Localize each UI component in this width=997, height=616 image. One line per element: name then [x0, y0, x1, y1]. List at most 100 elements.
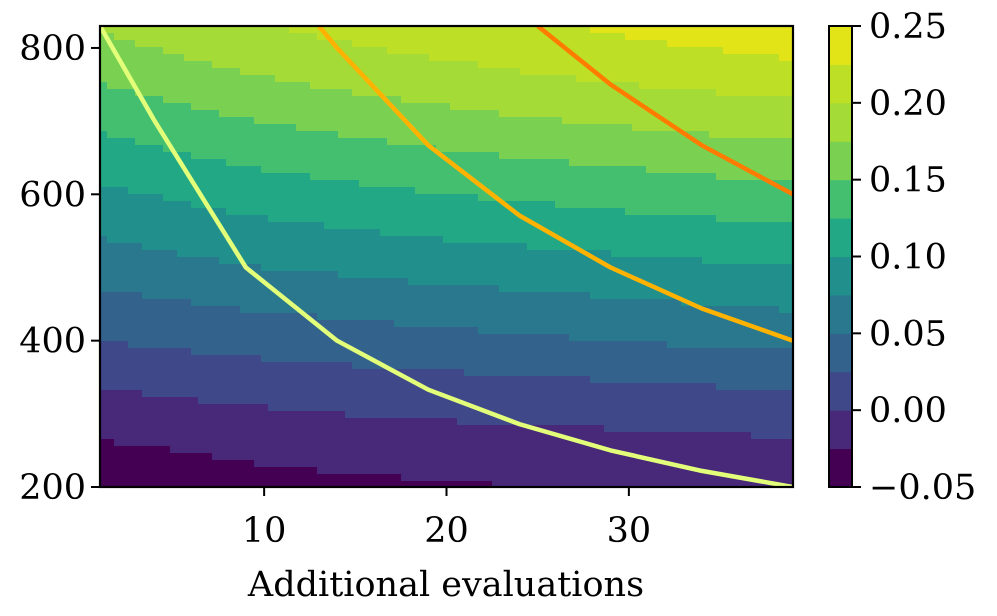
- contour-cell: [723, 33, 731, 41]
- contour-cell: [331, 299, 339, 307]
- contour-cell: [597, 250, 605, 258]
- contour-cell: [555, 313, 563, 321]
- contour-cell: [429, 194, 437, 202]
- contour-cell: [198, 236, 206, 244]
- contour-cell: [107, 313, 115, 321]
- contour-cell: [653, 229, 661, 237]
- contour-cell: [716, 208, 724, 216]
- contour-cell: [135, 243, 143, 251]
- contour-cell: [352, 180, 360, 188]
- contour-cell: [569, 341, 577, 349]
- contour-cell: [296, 257, 304, 265]
- contour-cell: [730, 215, 738, 223]
- contour-cell: [464, 348, 472, 356]
- contour-cell: [254, 82, 262, 90]
- contour-cell: [737, 47, 745, 55]
- contour-cell: [324, 75, 332, 83]
- contour-cell: [667, 299, 675, 307]
- contour-cell: [261, 187, 269, 195]
- contour-cell: [310, 313, 318, 321]
- contour-cell: [100, 313, 108, 321]
- contour-cell: [429, 103, 437, 111]
- contour-cell: [310, 229, 318, 237]
- contour-cell: [226, 285, 234, 293]
- contour-cell: [492, 187, 500, 195]
- contour-cell: [618, 215, 626, 223]
- contour-cell: [233, 61, 241, 69]
- contour-cell: [317, 299, 325, 307]
- contour-cell: [184, 89, 192, 97]
- contour-cell: [611, 75, 619, 83]
- contour-cell: [471, 166, 479, 174]
- contour-cell: [184, 187, 192, 195]
- contour-cell: [394, 299, 402, 307]
- contour-cell: [534, 75, 542, 83]
- contour-cell: [149, 68, 157, 76]
- contour-cell: [170, 201, 178, 209]
- contour-cell: [674, 327, 682, 335]
- contour-cell: [107, 369, 115, 377]
- contour-cell: [247, 320, 255, 328]
- contour-cell: [471, 75, 479, 83]
- contour-cell: [457, 250, 465, 258]
- contour-cell: [107, 180, 115, 188]
- contour-cell: [394, 124, 402, 132]
- contour-cell: [275, 299, 283, 307]
- contour-cell: [359, 222, 367, 230]
- contour-cell: [576, 362, 584, 370]
- contour-cell: [373, 124, 381, 132]
- contour-cell: [681, 124, 689, 132]
- contour-cell: [625, 194, 633, 202]
- contour-cell: [541, 341, 549, 349]
- contour-cell: [275, 320, 283, 328]
- contour-cell: [604, 166, 612, 174]
- contour-cell: [737, 362, 745, 370]
- contour-cell: [667, 145, 675, 153]
- contour-cell: [513, 201, 521, 209]
- contour-cell: [135, 166, 143, 174]
- contour-cell: [401, 236, 409, 244]
- contour-cell: [142, 229, 150, 237]
- contour-cell: [751, 89, 759, 97]
- contour-cell: [506, 299, 514, 307]
- contour-cell: [359, 236, 367, 244]
- contour-cell: [338, 159, 346, 167]
- contour-cell: [212, 180, 220, 188]
- contour-cell: [100, 320, 108, 328]
- contour-cell: [779, 82, 787, 90]
- contour-cell: [492, 40, 500, 48]
- contour-cell: [625, 33, 633, 41]
- contour-cell: [765, 159, 773, 167]
- contour-cell: [324, 103, 332, 111]
- contour-cell: [394, 138, 402, 146]
- contour-cell: [191, 187, 199, 195]
- contour-cell: [128, 313, 136, 321]
- contour-cell: [345, 75, 353, 83]
- contour-cell: [135, 341, 143, 349]
- contour-cell: [373, 236, 381, 244]
- contour-cell: [289, 152, 297, 160]
- contour-cell: [443, 166, 451, 174]
- contour-cell: [660, 285, 668, 293]
- contour-cell: [688, 89, 696, 97]
- contour-cell: [191, 145, 199, 153]
- contour-cell: [170, 369, 178, 377]
- contour-cell: [317, 40, 325, 48]
- contour-cell: [366, 117, 374, 125]
- contour-cell: [331, 236, 339, 244]
- contour-cell: [310, 355, 318, 363]
- contour-cell: [317, 75, 325, 83]
- contour-cell: [765, 222, 773, 230]
- contour-cell: [716, 68, 724, 76]
- contour-cell: [331, 278, 339, 286]
- contour-cell: [205, 187, 213, 195]
- contour-cell: [247, 292, 255, 300]
- contour-cell: [646, 145, 654, 153]
- contour-cell: [611, 152, 619, 160]
- contour-cell: [618, 187, 626, 195]
- contour-cell: [156, 348, 164, 356]
- contour-cell: [716, 236, 724, 244]
- contour-cell: [723, 334, 731, 342]
- contour-cell: [744, 334, 752, 342]
- contour-cell: [226, 96, 234, 104]
